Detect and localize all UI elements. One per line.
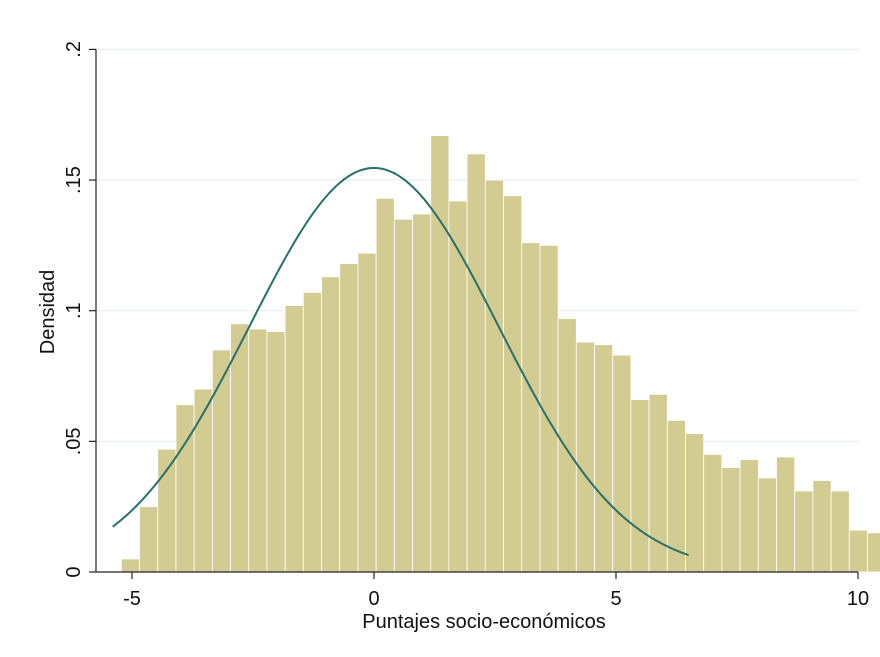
histogram-bar bbox=[430, 135, 450, 573]
x-tick-label: 10 bbox=[847, 588, 869, 610]
histogram-bar bbox=[830, 490, 850, 573]
histogram-bar bbox=[521, 242, 541, 573]
histogram-bar bbox=[484, 179, 504, 573]
histogram-bar bbox=[739, 459, 759, 573]
histogram-bar bbox=[466, 153, 486, 573]
histogram-bar bbox=[757, 477, 777, 573]
curve-layer bbox=[112, 166, 689, 557]
x-tick-label: -5 bbox=[123, 588, 141, 610]
y-tick-label: .05 bbox=[63, 427, 85, 455]
bars-layer bbox=[120, 135, 880, 573]
histogram-bar bbox=[375, 197, 395, 573]
y-tick-label: .2 bbox=[63, 41, 85, 58]
histogram-bar bbox=[794, 490, 814, 573]
histogram-bar bbox=[666, 420, 686, 573]
histogram-bar bbox=[703, 454, 723, 573]
histogram-bar bbox=[685, 433, 705, 573]
y-tick-label: .1 bbox=[63, 302, 85, 319]
histogram-bar bbox=[339, 263, 359, 573]
histogram-bar bbox=[230, 323, 250, 573]
histogram-bar bbox=[139, 506, 159, 573]
histogram-bar bbox=[175, 404, 195, 573]
histogram-bar bbox=[630, 399, 650, 573]
histogram-bar bbox=[812, 480, 832, 573]
histogram-bar bbox=[211, 349, 231, 573]
histogram-bar bbox=[284, 305, 304, 573]
histogram-bar bbox=[393, 218, 413, 573]
histogram-bar bbox=[848, 529, 868, 573]
histogram-bar bbox=[776, 456, 796, 573]
histogram-bar bbox=[575, 341, 595, 573]
histogram-bar bbox=[248, 328, 268, 573]
histogram-bar bbox=[557, 318, 577, 573]
histogram-bar bbox=[193, 388, 213, 573]
y-tick-label: .15 bbox=[63, 166, 85, 194]
histogram-bar bbox=[503, 195, 523, 573]
x-axis-label: Puntajes socio-económicos bbox=[362, 611, 605, 633]
axes-layer: 0 .05 .1 .15 .2 -5 0 5 10 bbox=[63, 41, 869, 610]
histogram-bar bbox=[357, 252, 377, 573]
normal-density-curve bbox=[112, 166, 689, 557]
histogram-bar bbox=[412, 213, 432, 573]
histogram-bar bbox=[594, 344, 614, 573]
histogram-bar bbox=[157, 448, 177, 573]
histogram-bar bbox=[321, 276, 341, 573]
histogram-bar bbox=[721, 467, 741, 573]
y-tick-label: 0 bbox=[63, 566, 85, 577]
y-axis-label: Densidad bbox=[37, 270, 59, 355]
histogram-bar bbox=[612, 354, 632, 573]
histogram-bar bbox=[120, 558, 140, 573]
histogram-bar bbox=[867, 532, 880, 573]
histogram-bar bbox=[448, 200, 468, 573]
x-tick-label: 0 bbox=[368, 588, 379, 610]
histogram-bar bbox=[266, 331, 286, 573]
histogram-bar bbox=[302, 292, 322, 573]
x-tick-label: 5 bbox=[610, 588, 621, 610]
